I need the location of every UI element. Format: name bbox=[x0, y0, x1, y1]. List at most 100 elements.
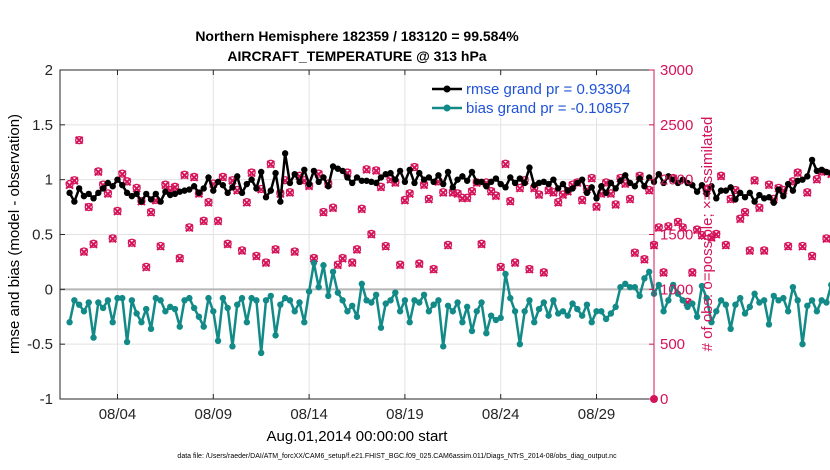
y-axis-left-label: rmse and bias (model - observation) bbox=[6, 114, 23, 354]
obs-assimilated-point bbox=[362, 165, 371, 175]
obs-assimilated-point bbox=[443, 241, 453, 250]
chart-title-line1: Northern Hemisphere 182359 / 183120 = 99… bbox=[195, 28, 519, 44]
rmse-point bbox=[66, 189, 73, 197]
rmse-point bbox=[205, 174, 212, 181]
rmse-point bbox=[444, 168, 452, 176]
rmse-point bbox=[641, 183, 648, 190]
obs-assimilated-point bbox=[132, 184, 141, 193]
obs-cross-b bbox=[357, 205, 366, 214]
bias-point bbox=[310, 259, 318, 267]
rmse-point bbox=[128, 192, 136, 200]
rmse-point bbox=[171, 190, 179, 198]
obs-cross-b bbox=[70, 176, 79, 185]
obs-possible-point bbox=[803, 188, 812, 197]
obs-assimilated-point bbox=[740, 208, 750, 217]
bias-point bbox=[799, 340, 806, 348]
rmse-point bbox=[780, 192, 787, 200]
rmse-point bbox=[737, 189, 744, 197]
obs-assimilated-point bbox=[712, 230, 721, 239]
obs-possible-point bbox=[319, 207, 328, 217]
obs-assimilated-point bbox=[261, 258, 271, 268]
rmse-point bbox=[770, 199, 777, 206]
obs-cross-b bbox=[395, 260, 405, 270]
obs-cross-b bbox=[592, 202, 601, 212]
bias-point bbox=[339, 297, 346, 304]
obs-possible-point bbox=[175, 253, 184, 263]
rmse-point bbox=[157, 198, 164, 205]
obs-cross-b bbox=[606, 189, 616, 199]
rmse-point bbox=[99, 185, 107, 192]
obs-cross-b bbox=[477, 240, 486, 249]
obs-cross-b bbox=[625, 195, 635, 204]
rmse-point bbox=[799, 176, 806, 183]
rmse-point bbox=[746, 189, 754, 197]
obs-cross-b bbox=[266, 160, 275, 169]
obs-cross-b bbox=[510, 258, 520, 268]
obs-cross-b bbox=[170, 183, 180, 192]
obs-possible-point bbox=[237, 246, 247, 255]
obs-possible-point bbox=[415, 259, 424, 268]
obs-assimilated-point bbox=[185, 223, 194, 233]
obs-assimilated-point bbox=[812, 175, 822, 184]
obs-possible-point bbox=[812, 174, 822, 184]
obs-assimilated-point bbox=[79, 247, 89, 257]
obs-assimilated-point bbox=[285, 188, 295, 198]
rmse-point bbox=[655, 170, 662, 178]
bias-point bbox=[679, 297, 686, 304]
rmse-point bbox=[717, 187, 725, 194]
bias-point bbox=[804, 302, 811, 309]
bias-point bbox=[411, 297, 418, 304]
x-tick-label-3: 08/19 bbox=[386, 406, 424, 423]
obs-possible-point bbox=[745, 246, 754, 255]
obs-cross-b bbox=[132, 184, 141, 193]
rmse-point bbox=[238, 189, 246, 197]
bias-point bbox=[171, 305, 179, 313]
legend-rmse-marker bbox=[443, 85, 451, 93]
bias-point bbox=[693, 313, 701, 320]
obs-cross-b bbox=[156, 242, 165, 251]
obs-assimilated-point bbox=[496, 263, 505, 272]
obs-cross-b bbox=[611, 200, 620, 210]
obs-possible-point bbox=[740, 207, 750, 217]
bias-point bbox=[727, 325, 734, 333]
obs-cross-b bbox=[419, 180, 429, 190]
rmse-point bbox=[698, 181, 706, 189]
obs-assimilated-point bbox=[328, 203, 338, 213]
bias-point bbox=[325, 292, 332, 300]
obs-assimilated-point bbox=[405, 189, 414, 199]
rmse-point bbox=[473, 178, 480, 186]
obs-possible-point bbox=[630, 248, 639, 257]
obs-possible-point bbox=[764, 180, 774, 189]
obs-cross-b bbox=[553, 198, 563, 207]
obs-assimilated-point bbox=[759, 246, 769, 256]
bias-point bbox=[823, 299, 830, 306]
rmse-point bbox=[631, 183, 639, 190]
bias-point bbox=[75, 301, 83, 308]
rmse-point bbox=[214, 178, 222, 186]
bias-point bbox=[588, 319, 595, 326]
obs-possible-point bbox=[515, 183, 525, 193]
rmse-point bbox=[382, 170, 389, 178]
bias-point bbox=[157, 297, 164, 304]
rmse-point bbox=[80, 192, 88, 200]
rmse-point bbox=[372, 179, 380, 187]
obs-cross-b bbox=[462, 194, 472, 203]
y-left-tick-label-2: 0 bbox=[45, 281, 53, 298]
obs-cross-b bbox=[697, 231, 707, 240]
rmse-point bbox=[430, 178, 437, 186]
bias-point bbox=[756, 299, 763, 306]
obs-cross-b bbox=[371, 166, 381, 176]
obs-possible-point bbox=[75, 136, 84, 145]
obs-cross-b bbox=[659, 268, 668, 278]
rmse-point bbox=[190, 183, 198, 190]
rmse-point bbox=[353, 174, 361, 181]
bias-point bbox=[794, 297, 801, 304]
obs-assimilated-point bbox=[189, 173, 199, 182]
y-right-tick-label-3: 1500 bbox=[660, 227, 693, 244]
bias-point bbox=[612, 303, 619, 311]
obs-possible-point bbox=[506, 196, 515, 206]
bias-point bbox=[732, 301, 739, 308]
obs-possible-point bbox=[142, 262, 151, 272]
rmse-point bbox=[176, 188, 183, 195]
rmse-point bbox=[660, 179, 667, 187]
